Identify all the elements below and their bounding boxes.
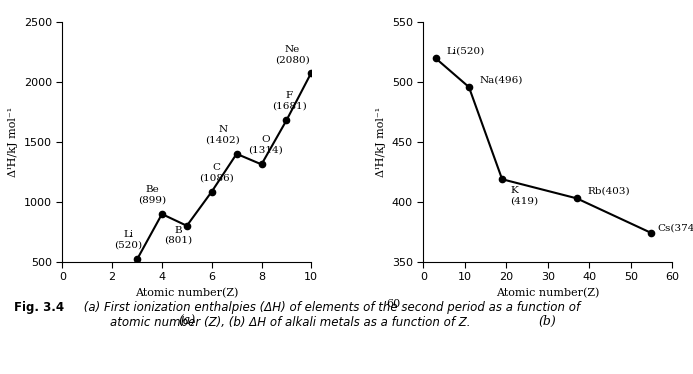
X-axis label: Atomic number(Z): Atomic number(Z) xyxy=(135,288,238,298)
Text: N
(1402): N (1402) xyxy=(206,125,240,144)
Text: F
(1681): F (1681) xyxy=(272,92,307,111)
Text: Rb(403): Rb(403) xyxy=(587,187,630,196)
Y-axis label: ΔᴵH/kJ mol⁻¹: ΔᴵH/kJ mol⁻¹ xyxy=(376,107,386,177)
X-axis label: Atomic number(Z): Atomic number(Z) xyxy=(496,288,599,298)
Text: (a) First ionization enthalpies (ΔH) of elements of the second period as a funct: (a) First ionization enthalpies (ΔH) of … xyxy=(80,301,580,329)
Text: 60: 60 xyxy=(386,299,401,309)
Text: C
(1086): C (1086) xyxy=(199,163,234,182)
Text: (b): (b) xyxy=(539,315,556,328)
Text: Li
(520): Li (520) xyxy=(114,230,142,250)
Text: Be
(899): Be (899) xyxy=(138,185,166,205)
Text: (a): (a) xyxy=(178,315,195,328)
Text: O
(1314): O (1314) xyxy=(249,135,283,155)
Text: Cs(374): Cs(374) xyxy=(658,224,693,233)
Text: Ne
(2080): Ne (2080) xyxy=(275,45,310,64)
Text: Na(496): Na(496) xyxy=(480,76,523,85)
Text: Li(520): Li(520) xyxy=(446,47,484,56)
Text: B
(801): B (801) xyxy=(164,226,192,245)
Text: Fig. 3.4: Fig. 3.4 xyxy=(14,301,64,314)
Text: K
(419): K (419) xyxy=(511,186,538,206)
Y-axis label: ΔᴵH/kJ mol⁻¹: ΔᴵH/kJ mol⁻¹ xyxy=(8,107,18,177)
